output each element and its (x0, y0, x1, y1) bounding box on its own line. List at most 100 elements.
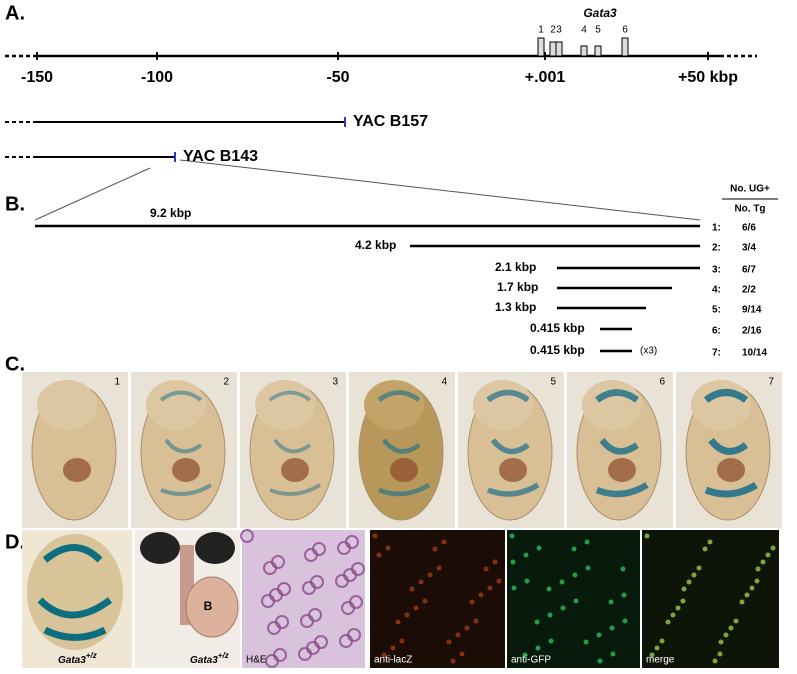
yac-label: YAC B143 (183, 148, 258, 165)
cell (265, 654, 279, 668)
cell (483, 566, 489, 572)
cell (739, 599, 745, 605)
ratio: 2/16 (742, 326, 762, 337)
cell (496, 578, 502, 584)
cell (718, 639, 724, 645)
bladder-label: B (204, 599, 213, 613)
liver (63, 458, 91, 482)
ratio: 6/7 (742, 265, 756, 276)
cell (404, 612, 410, 618)
cell (446, 639, 452, 645)
cell (240, 529, 254, 543)
embryo-head (582, 380, 642, 430)
cell (432, 546, 438, 552)
cell (559, 579, 565, 585)
exon-label: 2 (550, 25, 556, 36)
cell (622, 618, 628, 624)
cell (680, 598, 686, 604)
cell (385, 545, 391, 551)
cell (422, 598, 428, 604)
embryo-number: 6 (659, 377, 665, 388)
construct-size: 1.3 kbp (495, 300, 536, 314)
row-number: 6: (712, 326, 721, 337)
exon (549, 41, 557, 57)
cell (717, 651, 723, 657)
cell (621, 592, 627, 598)
cell (390, 645, 396, 651)
cell (267, 621, 281, 635)
embryo-head (364, 380, 424, 430)
stain-label: anti-lacZ (374, 655, 412, 666)
cell (381, 652, 387, 658)
cell (337, 541, 351, 555)
genotype-sup: +/z (218, 651, 229, 660)
cell (770, 545, 776, 551)
cell (681, 586, 687, 592)
panel-label: D. (5, 531, 25, 553)
cell (644, 533, 650, 539)
ratio: 6/6 (742, 223, 756, 234)
genotype-sup: +/z (86, 651, 97, 660)
embryo-panel: 2 (131, 372, 237, 528)
cell (765, 552, 771, 558)
embryo-number: 3 (332, 377, 338, 388)
construct-note: (x3) (640, 346, 657, 357)
panel-label: C. (5, 353, 25, 375)
exon (555, 41, 563, 57)
construct-size: 4.2 kbp (355, 238, 396, 252)
table-header: No. UG+ (730, 184, 770, 195)
cell (376, 552, 382, 558)
cell (492, 559, 498, 565)
embryo-head (255, 380, 315, 430)
cell (464, 625, 470, 631)
cell (760, 559, 766, 565)
row-number: 7: (712, 348, 721, 359)
ratio: 9/14 (742, 305, 762, 316)
cell (560, 605, 566, 611)
cell (691, 572, 697, 578)
cell (744, 592, 750, 598)
embryo-number: 1 (114, 377, 120, 388)
lacz-stain (37, 544, 113, 641)
cell (535, 645, 541, 651)
kidney (140, 532, 180, 564)
genotype: Gata3+/z (190, 651, 229, 666)
exon (594, 45, 602, 57)
cell (665, 619, 671, 625)
cell (754, 578, 760, 584)
cell (534, 619, 540, 625)
cell (573, 598, 579, 604)
ratio: 3/4 (742, 243, 756, 254)
stain-label: anti-GFP (511, 655, 551, 666)
cell (609, 625, 615, 631)
liver (172, 458, 200, 482)
lacz-stain (703, 389, 758, 498)
embryo-panel: 5 (458, 372, 564, 528)
cell (261, 594, 275, 608)
cell (302, 581, 316, 595)
genotype-name: Gata3 (190, 655, 218, 666)
cell (427, 572, 433, 578)
row-number: 3: (712, 265, 721, 276)
cell (441, 539, 447, 545)
cell (524, 578, 530, 584)
axis-label: -100 (141, 69, 173, 86)
cell (455, 632, 461, 638)
zoom-line (34, 167, 151, 221)
stain-label: merge (646, 655, 675, 666)
cell (459, 651, 465, 657)
exon-label: 3 (556, 25, 562, 36)
embryo-number: 5 (550, 377, 556, 388)
cell (473, 618, 479, 624)
liver (717, 458, 745, 482)
cell (707, 539, 713, 545)
cell (749, 585, 755, 591)
exon-label: 6 (622, 25, 628, 36)
cell (339, 634, 353, 648)
construct-size: 1.7 kbp (497, 280, 538, 294)
genotype: Gata3+/z (58, 651, 97, 666)
cell (409, 586, 415, 592)
row-number: 4: (712, 285, 721, 296)
kidney (195, 532, 235, 564)
